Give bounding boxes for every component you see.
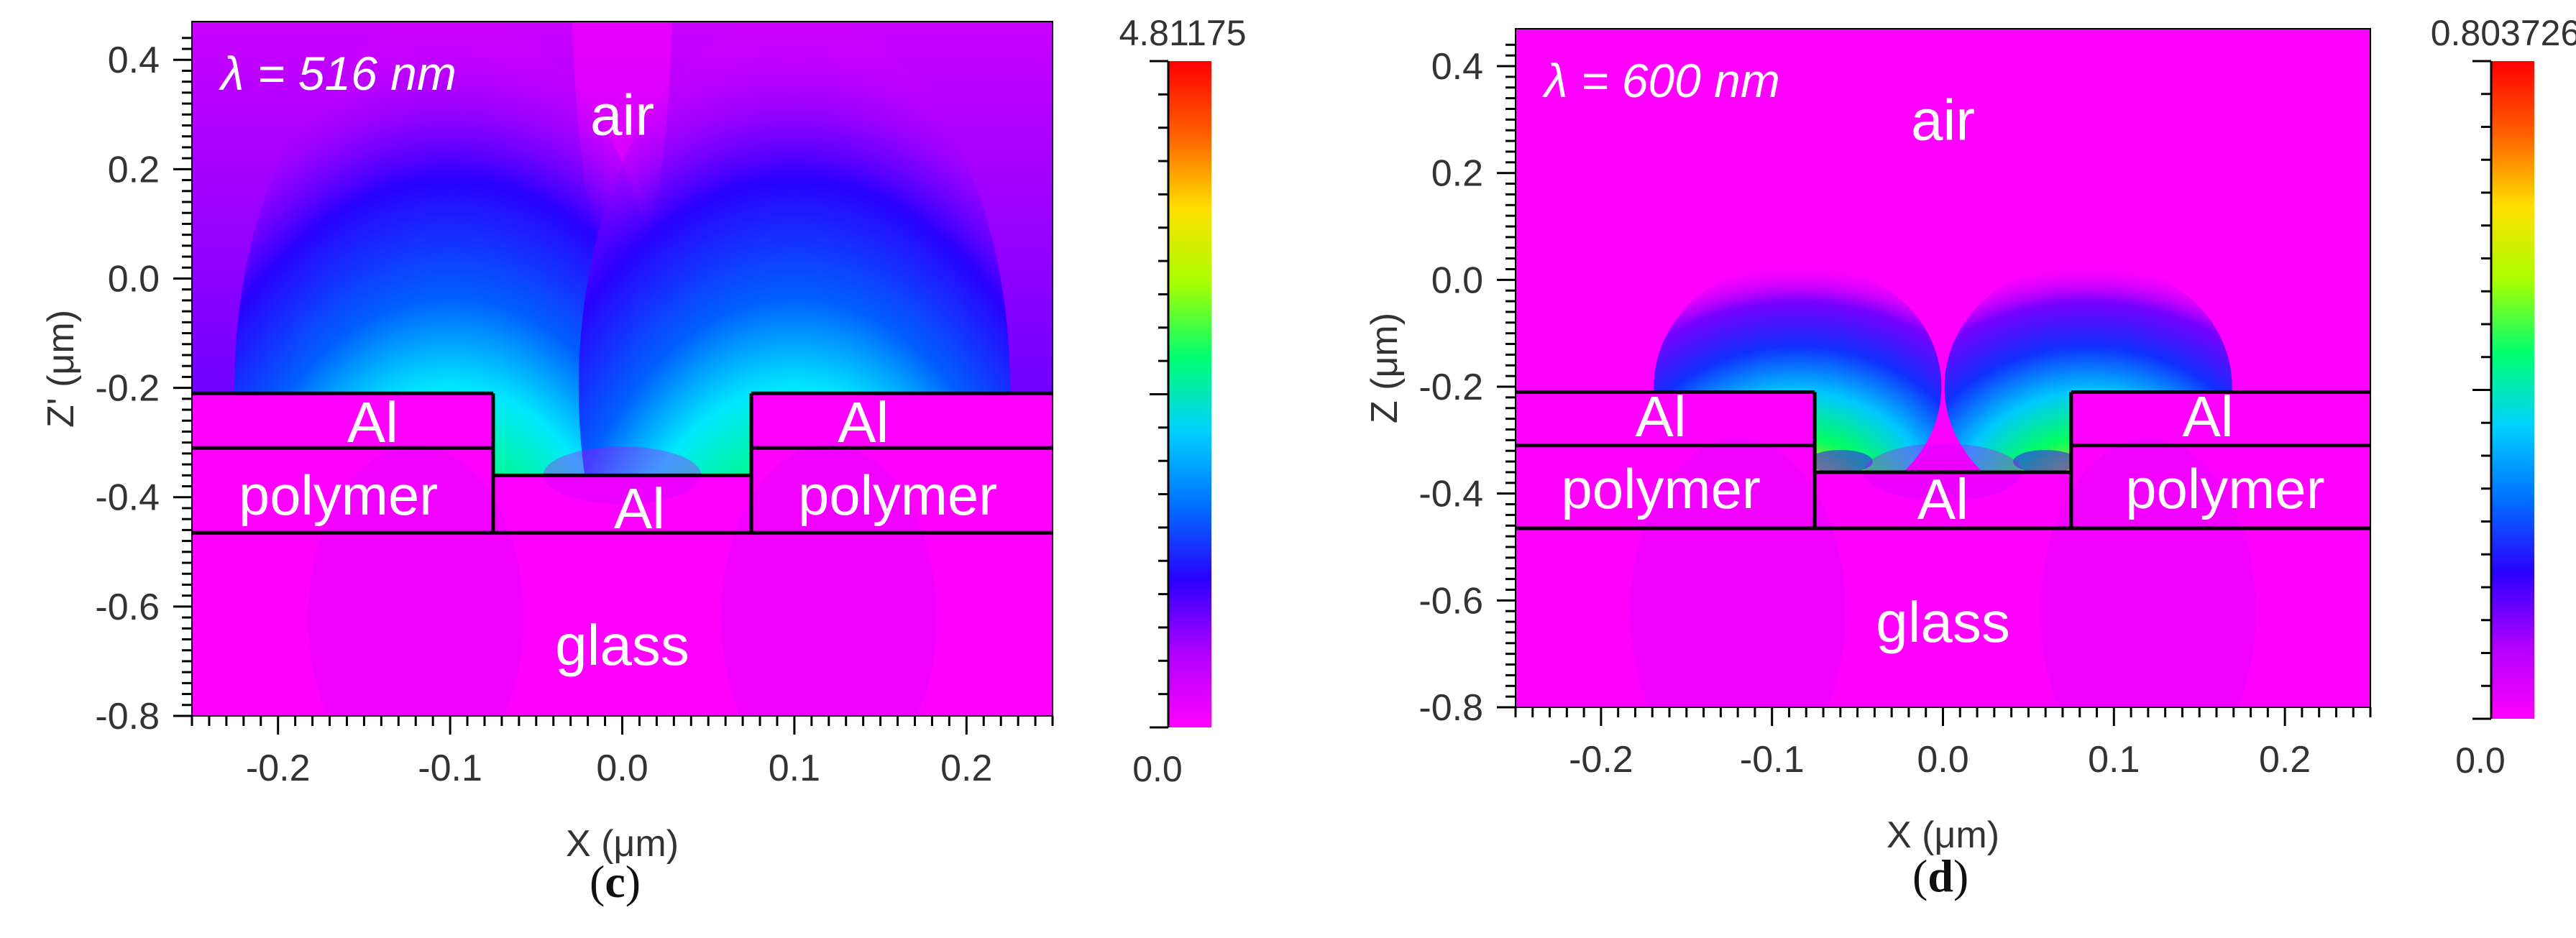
y-tick-label: 0.2	[1431, 153, 1483, 195]
x-tick-label: 0.2	[2259, 739, 2311, 781]
x-tick-label: 0.0	[1917, 739, 1968, 781]
x-tick-label: 0.2	[940, 748, 992, 789]
field-map	[192, 22, 1053, 716]
x-tick-label: -0.2	[246, 748, 311, 789]
film-left-fill	[192, 395, 493, 535]
y-tick-label: 0.0	[1431, 259, 1483, 301]
x-tick-label: 0.1	[769, 748, 820, 789]
y-tick-label: -0.8	[95, 696, 160, 737]
region-label-al: Al	[838, 390, 889, 454]
y-tick-label: 0.4	[108, 40, 160, 81]
y-tick-label: -0.2	[1418, 367, 1483, 408]
region-label-polymer: polymer	[239, 464, 438, 527]
glass-tone	[308, 445, 524, 716]
colorbar-min-label: 0.0	[1132, 749, 1183, 789]
x-tick-label: -0.1	[1740, 739, 1805, 781]
slot-al-fill	[492, 475, 752, 533]
y-axis-label: Z' (μm)	[40, 310, 82, 428]
glass-fill	[1516, 528, 2370, 707]
glass-tone	[2040, 438, 2256, 707]
region-label-al: Al	[1636, 385, 1687, 449]
panel-c: air Al Al polymer polymer Al glass λ = 516 nm -0…	[40, 13, 1247, 865]
field-map	[1516, 29, 2370, 707]
x-tick-label: 0.1	[2088, 739, 2140, 781]
colorbar-min-label: 0.0	[2455, 740, 2506, 781]
y-tick-label: 0.0	[108, 258, 160, 300]
colorbar	[2491, 61, 2534, 719]
glass-fill	[192, 533, 1053, 716]
film-right-fill	[2071, 393, 2370, 530]
y-tick-label: 0.4	[1431, 46, 1483, 88]
y-axis-label: Z (μm)	[1364, 313, 1406, 423]
slot-al-fill	[1815, 472, 2071, 528]
x-tick-label: 0.0	[596, 748, 648, 789]
y-tick-label: -0.4	[95, 477, 160, 519]
field-lobe	[1807, 450, 1873, 474]
field-lobe	[2013, 450, 2078, 474]
y-tick-label: 0.2	[108, 149, 160, 190]
region-label-al: Al	[347, 390, 398, 454]
colorbar-max-label: 4.81175	[1119, 13, 1246, 53]
x-tick-label: -0.1	[418, 748, 482, 789]
film-left-fill	[1516, 393, 1815, 530]
region-label-polymer: polymer	[798, 464, 997, 527]
x-tick-label: -0.2	[1569, 739, 1633, 781]
region-label-polymer: polymer	[2125, 457, 2324, 520]
film-right-fill	[751, 395, 1053, 535]
y-tick-label: -0.6	[1418, 580, 1483, 622]
y-tick-label: -0.6	[95, 587, 160, 628]
glass-tone	[1630, 438, 1846, 707]
panel-d: air Al Al polymer polymer Al glass λ = 600 nm -0…	[1364, 13, 2576, 856]
colorbar-max-label: 0.803726	[2431, 13, 2576, 53]
y-tick-label: -0.8	[1418, 687, 1483, 729]
wavelength-label: λ = 516 nm	[219, 47, 457, 100]
y-tick-label: -0.2	[95, 368, 160, 410]
colorbar	[1168, 61, 1211, 727]
glass-tone	[720, 445, 937, 716]
x-axis-label: X (μm)	[566, 823, 679, 865]
panel-letter-d: (d)	[1912, 850, 1969, 901]
wavelength-label: λ = 600 nm	[1542, 54, 1780, 107]
region-label-glass: glass	[1876, 590, 2010, 654]
region-label-al: Al	[614, 477, 665, 541]
region-label-polymer: polymer	[1561, 457, 1760, 520]
x-axis-label: X (μm)	[1887, 814, 1999, 856]
panel-letter-c: (c)	[590, 856, 641, 907]
y-tick-label: -0.4	[1418, 474, 1483, 515]
region-label-glass: glass	[555, 613, 689, 677]
region-label-al: Al	[2183, 385, 2234, 449]
region-label-al: Al	[1917, 467, 1968, 531]
region-label-air: air	[1911, 88, 1975, 152]
region-label-air: air	[590, 83, 654, 147]
